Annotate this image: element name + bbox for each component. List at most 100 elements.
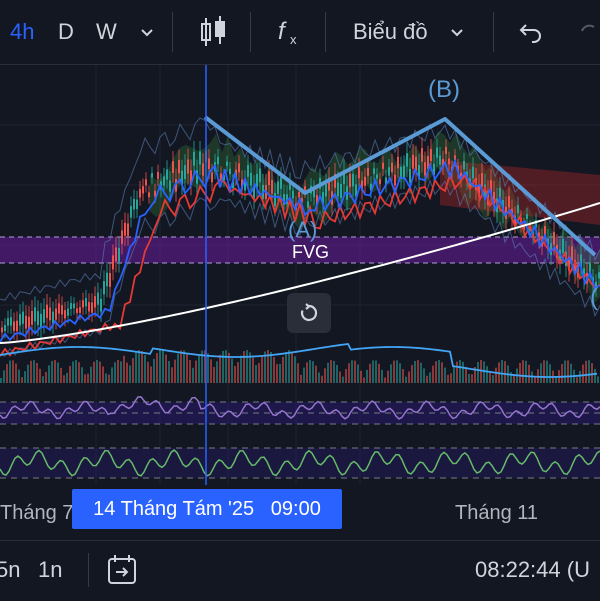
range-1-button[interactable]: 1n: [38, 557, 63, 582]
candle-body: [343, 170, 345, 185]
volume-bar: [15, 363, 17, 383]
volume-bar: [462, 361, 464, 383]
volume-bar: [366, 369, 368, 383]
volume-bar: [468, 373, 470, 383]
candle-body: [538, 232, 540, 241]
candle-body: [436, 147, 438, 158]
candle-body: [367, 167, 369, 176]
volume-bar: [243, 351, 245, 383]
volume-bar: [159, 350, 161, 383]
undo-icon[interactable]: [518, 14, 544, 50]
candle-body: [409, 168, 411, 183]
chevron-down-icon[interactable]: [448, 14, 466, 50]
indicators-fx-icon[interactable]: f x: [275, 14, 305, 50]
volume-bar: [81, 367, 83, 383]
ichimoku-cloud: [150, 131, 600, 304]
volume-bar: [96, 360, 98, 383]
candle-body: [469, 178, 471, 189]
volume-bar: [447, 374, 449, 383]
volume-bar: [48, 365, 50, 383]
candle-body: [307, 201, 309, 208]
volume-bar: [264, 351, 266, 383]
candle-body: [337, 182, 339, 197]
candle-body: [82, 300, 84, 308]
volume-bar: [183, 350, 185, 383]
bottom-divider: [88, 553, 89, 587]
candle-body: [478, 184, 480, 198]
candle-body: [433, 163, 435, 176]
candle-body: [154, 190, 156, 197]
candle-body: [412, 154, 414, 169]
volume-bar: [429, 372, 431, 383]
volume-bar: [177, 353, 179, 383]
volume-bar: [438, 360, 440, 383]
ma-white-line: [0, 202, 600, 344]
candlestick-icon[interactable]: [198, 14, 228, 50]
volume-bar: [543, 360, 545, 383]
candle-body: [40, 313, 42, 328]
chevron-down-icon[interactable]: [138, 14, 156, 50]
volume-bar: [477, 361, 479, 383]
range-5-button[interactable]: 5n: [0, 557, 21, 582]
volume-bar: [393, 360, 395, 383]
volume-bar: [207, 353, 209, 383]
candle-body: [277, 181, 279, 194]
time-label-month-11: Tháng 11: [455, 502, 539, 524]
candle-body: [109, 273, 111, 287]
volume-bar: [198, 354, 200, 383]
candle-body: [523, 224, 525, 231]
volume-bar: [204, 350, 206, 383]
volume-bar: [90, 366, 92, 383]
volume-bar: [294, 356, 296, 383]
candle-body: [340, 183, 342, 198]
volume-bar: [549, 364, 551, 383]
candle-body: [445, 146, 447, 154]
volume-bar: [501, 360, 503, 383]
bollinger-lower: [0, 179, 600, 357]
volume-bar: [51, 361, 53, 383]
candle-body: [70, 303, 72, 309]
volume-bar: [153, 358, 155, 383]
candle-body: [589, 263, 591, 273]
candle-body: [97, 292, 99, 305]
volume-bar: [540, 363, 542, 383]
candle-body: [256, 173, 258, 188]
volume-bar: [495, 367, 497, 383]
candle-body: [493, 192, 495, 206]
clock-timezone[interactable]: 08:22:44 (U: [475, 557, 590, 582]
interval-w-button[interactable]: W: [96, 19, 117, 44]
volume-bar: [171, 367, 173, 383]
goto-date-icon[interactable]: [106, 553, 138, 593]
candle-body: [448, 158, 450, 165]
candle-body: [88, 302, 90, 312]
chart-type-label[interactable]: Biểu đồ: [353, 19, 428, 44]
toolbar-divider: [250, 12, 251, 52]
candle-body: [67, 308, 69, 316]
redo-icon[interactable]: [580, 14, 600, 50]
volume-bar: [36, 363, 38, 383]
oscillator-panel: [0, 447, 600, 479]
interval-4h-button[interactable]: 4h: [10, 19, 35, 44]
interval-d-button[interactable]: D: [58, 19, 74, 44]
candle-body: [19, 314, 21, 326]
volume-bar: [420, 362, 422, 383]
candle-body: [229, 168, 231, 175]
price-chart[interactable]: (A) (B) ( FVG: [0, 65, 600, 485]
candle-body: [37, 311, 39, 326]
abc-pattern-line[interactable]: [203, 115, 597, 257]
candle-body: [196, 170, 198, 184]
volume-bar: [9, 360, 11, 383]
reset-chart-button[interactable]: [287, 293, 331, 333]
volume-bar: [270, 351, 272, 383]
volume-bar: [252, 357, 254, 383]
candle-body: [439, 155, 441, 165]
volume-bar: [534, 376, 536, 383]
crosshair-date-label: 14 Tháng Tám '25 09:00: [72, 489, 342, 529]
time-label-month-7: Tháng 7: [0, 502, 74, 524]
candle-body: [574, 259, 576, 274]
candle-body: [34, 307, 36, 322]
candle-body: [127, 223, 129, 236]
toolbar-divider: [172, 12, 173, 52]
candle-body: [172, 161, 174, 173]
candle-body: [223, 175, 225, 181]
